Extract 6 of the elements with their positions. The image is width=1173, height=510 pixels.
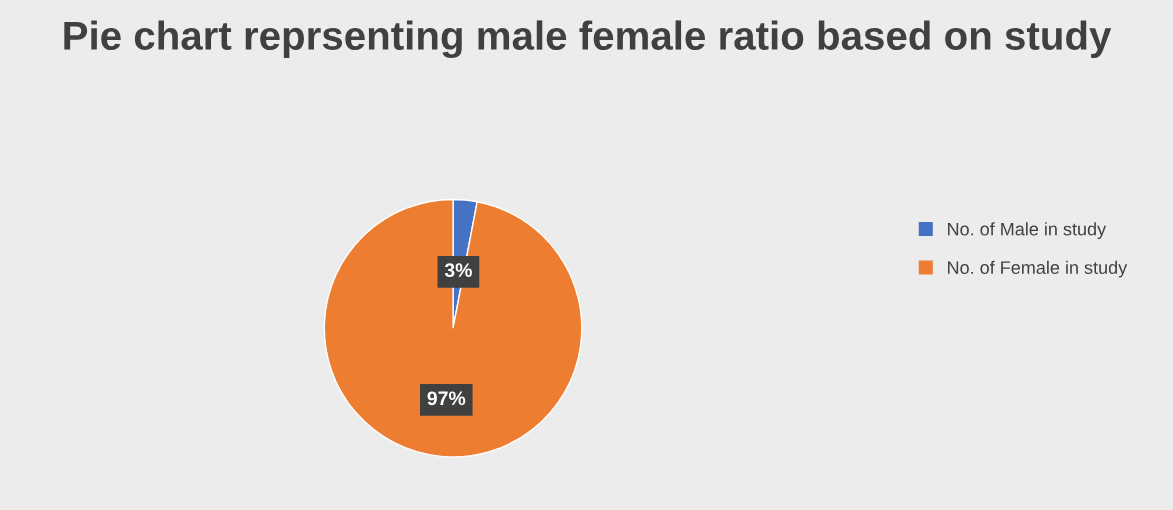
pie-slice	[323, 198, 583, 458]
data-label: 3%	[444, 263, 472, 278]
data-label: 97%	[427, 391, 466, 406]
legend-label: No. of Male in study	[948, 222, 1107, 240]
chart-title: Pie chart reprsenting male female ratio based on study	[64, 20, 1112, 59]
legend-label: No. of Female in study	[948, 260, 1128, 278]
